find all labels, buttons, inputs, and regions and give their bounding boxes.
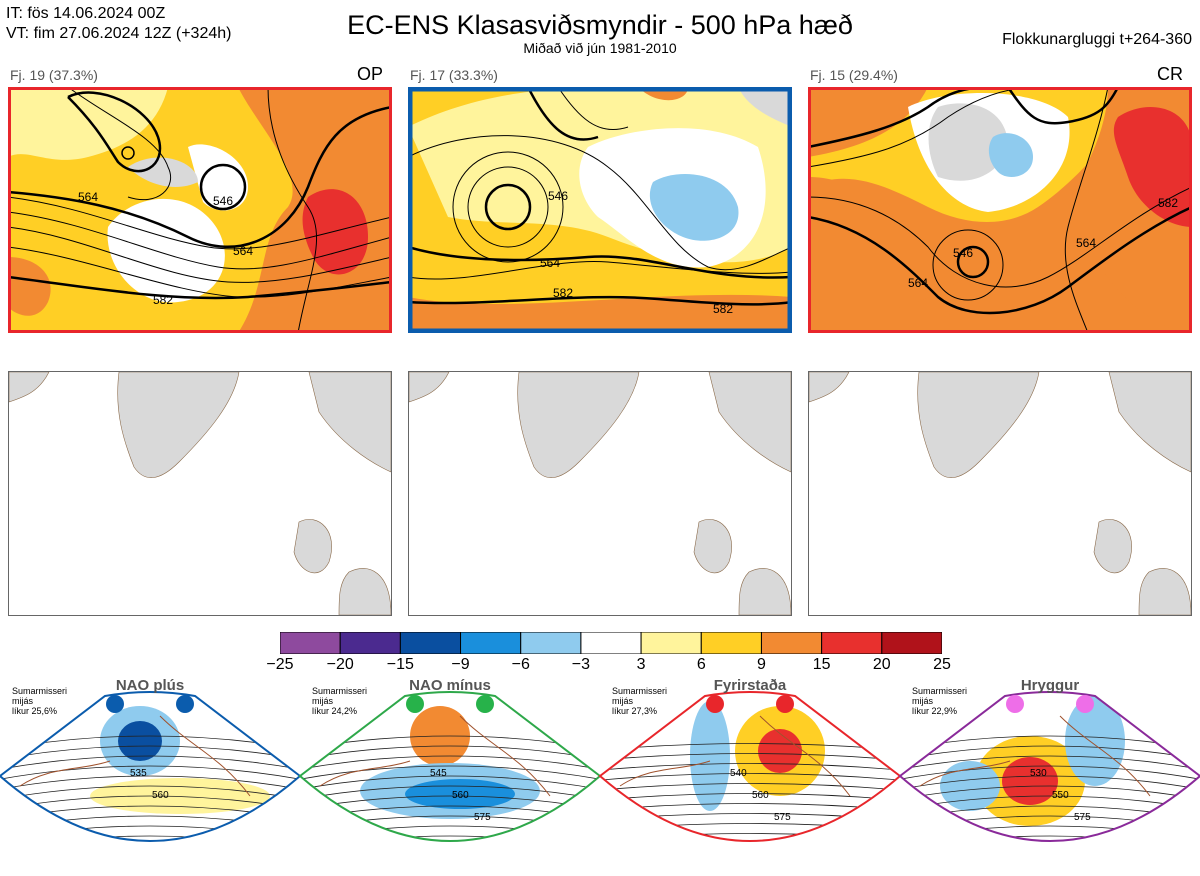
anomaly-map-1 — [8, 371, 392, 616]
colorbar-swatch — [580, 631, 642, 655]
regime-title: NAO mínus — [409, 677, 491, 694]
svg-text:564: 564 — [908, 276, 928, 290]
regime-note: líkur 22,9% — [912, 706, 957, 716]
regime-marker-dot — [1076, 695, 1094, 713]
regime-marker-dot — [406, 695, 424, 713]
page-title: EC-ENS Klasasviðsmyndir - 500 hPa hæð — [347, 10, 853, 40]
regime-marker-dot — [776, 695, 794, 713]
cluster-1-tag: OP — [357, 64, 384, 84]
regime-title: NAO plús — [116, 677, 184, 694]
regime-marker-dot — [706, 695, 724, 713]
regime-note: líkur 24,2% — [312, 706, 357, 716]
colorbar-tick-label: 9 — [757, 656, 766, 673]
anomaly-map-2 — [408, 371, 792, 616]
svg-text:546: 546 — [548, 189, 568, 203]
init-time: IT: fös 14.06.2024 00Z — [6, 5, 166, 22]
colorbar — [279, 631, 943, 655]
colorbar-tick-label: 20 — [872, 656, 891, 673]
regime-contour-label: 530 — [1030, 768, 1047, 779]
colorbar-swatch — [881, 631, 943, 655]
regime-note: líkur 25,6% — [12, 706, 57, 716]
anomaly-map-3 — [808, 371, 1192, 616]
cluster-2-label: Fj. 17 (33.3%) — [410, 67, 498, 83]
regime-contour-label: 535 — [130, 768, 147, 779]
colorbar-tick-label: 15 — [812, 656, 831, 673]
regime-marker-dot — [1006, 695, 1024, 713]
regime-contour-label: 550 — [1052, 790, 1069, 801]
regime-contour-label: 575 — [774, 812, 791, 823]
regime-contour-label: 575 — [1074, 812, 1091, 823]
regime-note: mijás — [12, 696, 34, 706]
cluster-3-label: Fj. 15 (29.4%) — [810, 67, 898, 83]
header-info: IT: fös 14.06.2024 00Z VT: fim 27.06.202… — [6, 4, 231, 44]
colorbar-tick-label: −15 — [386, 656, 414, 673]
regime-note: Sumarmisseri — [612, 686, 667, 696]
colorbar-tick-label: −3 — [571, 656, 591, 673]
colorbar-swatch — [821, 631, 883, 655]
cluster-1-label: Fj. 19 (37.3%) — [10, 67, 98, 83]
svg-text:582: 582 — [1158, 196, 1178, 210]
regime-contour-label: 560 — [752, 790, 769, 801]
regime-panel: 540 560 575 Fyrirstaða Sumarmisserimijáslíku… — [598, 677, 902, 842]
colorbar-swatch — [339, 631, 401, 655]
colorbar-swatch — [279, 631, 341, 655]
colorbar-swatch — [399, 631, 462, 655]
colorbar-tick-label: −9 — [451, 656, 470, 673]
cluster-3-map: 546 564 564 582 — [808, 87, 1192, 333]
colorbar-tick-label: 25 — [933, 656, 951, 673]
colorbar-swatch — [760, 631, 823, 655]
regime-contour-label: 560 — [452, 790, 469, 801]
regime-marker-dot — [176, 695, 194, 713]
regime-panel: 545 560 575 NAO mínus Sumarmisserimijáslíkur… — [298, 677, 602, 842]
regime-contour-label: 545 — [430, 768, 447, 779]
colorbar-tick-label: −25 — [266, 656, 294, 673]
regime-note: Sumarmisseri — [312, 686, 367, 696]
svg-text:564: 564 — [233, 244, 253, 258]
regime-note: mijás — [312, 696, 334, 706]
regime-note: Sumarmisseri — [912, 686, 967, 696]
colorbar-tick-label: −20 — [326, 656, 354, 673]
regime-note: mijás — [612, 696, 634, 706]
cluster-2-map: 546 564 582 582 — [408, 87, 792, 333]
regime-contour-label: 560 — [152, 790, 169, 801]
svg-text:564: 564 — [1076, 236, 1096, 250]
colorbar-swatch — [640, 631, 702, 655]
valid-time: VT: fim 27.06.2024 12Z (+324h) — [6, 25, 232, 42]
page-subtitle: Miðað við jún 1981-2010 — [523, 40, 677, 56]
colorbar-swatch — [520, 631, 582, 655]
regime-note: Sumarmisseri — [12, 686, 67, 696]
regime-contour-label: 540 — [730, 768, 747, 779]
regime-row: 535 560 NAO plús Sumarmisseri mijás líkur 25,… — [0, 676, 1200, 871]
regime-title: Hryggur — [1021, 677, 1080, 694]
regime-contour-label: 575 — [474, 812, 491, 823]
regime-title: Fyrirstaða — [714, 677, 787, 694]
cluster-3-tag: CR — [1157, 64, 1183, 84]
svg-text:546: 546 — [213, 194, 233, 208]
regime-marker-dot — [106, 695, 124, 713]
colorbar-labels: −25 −20 −15 −9 −6 −3 3 6 9 15 20 25 — [0, 656, 1200, 676]
regime-note: mijás — [912, 696, 934, 706]
svg-text:546: 546 — [953, 246, 973, 260]
cluster-1-map: 564 582 564 546 — [8, 87, 392, 333]
colorbar-swatch — [460, 631, 522, 655]
colorbar-tick-label: 6 — [696, 656, 706, 673]
regime-marker-dot — [476, 695, 494, 713]
contour-label-564: 564 — [78, 190, 98, 204]
svg-text:582: 582 — [553, 286, 573, 300]
colorbar-tick-label: −6 — [511, 656, 530, 673]
colorbar-tick-label: 3 — [636, 656, 646, 673]
colorbar-swatch — [700, 631, 762, 655]
contour-label-582: 582 — [153, 293, 173, 307]
regime-note: líkur 27,3% — [612, 706, 657, 716]
classification-window: Flokkunargluggi t+264-360 — [1002, 31, 1192, 48]
svg-text:582: 582 — [713, 302, 733, 316]
svg-text:564: 564 — [540, 256, 560, 270]
